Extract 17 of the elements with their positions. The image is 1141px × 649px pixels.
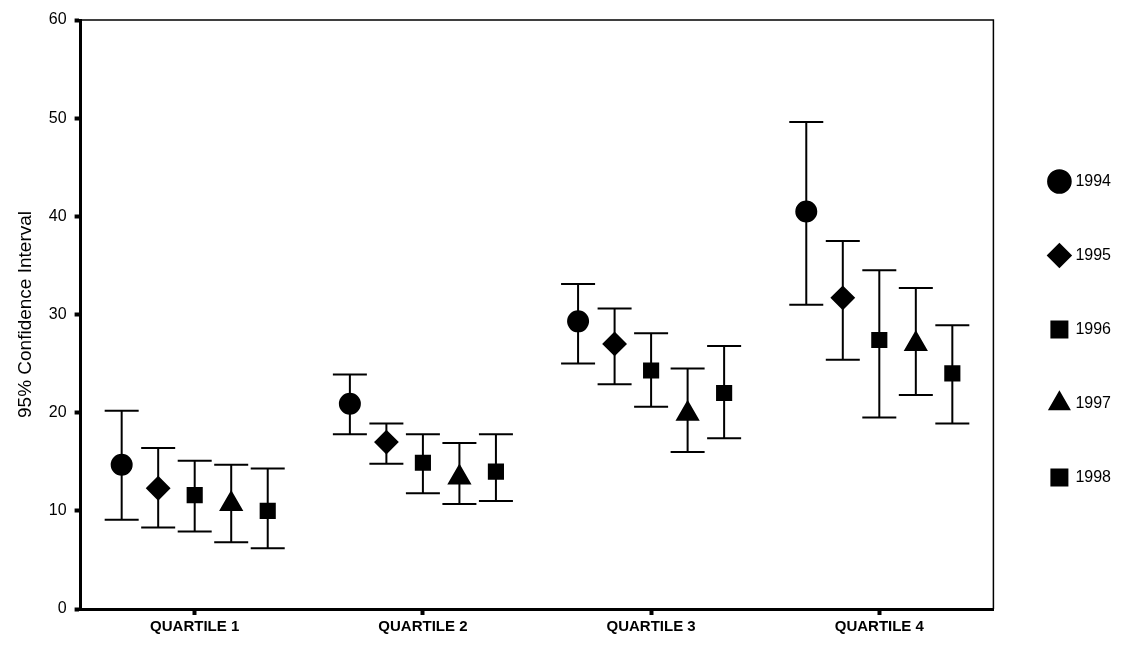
y-axis-title: 95% Confidence Interval — [13, 210, 35, 419]
y-tick-label: 50 — [48, 108, 67, 126]
y-tick-label: 60 — [48, 10, 67, 28]
legend-label: 1996 — [1075, 319, 1112, 337]
y-tick-label: 40 — [48, 206, 67, 224]
y-tick-label: 30 — [48, 304, 67, 322]
y-tick-label: 10 — [48, 501, 67, 519]
legend-label: 1998 — [1075, 467, 1112, 485]
x-tick-label: QUARTILE 2 — [378, 617, 468, 635]
y-tick-label: 20 — [48, 403, 67, 421]
x-tick-label: QUARTILE 1 — [150, 617, 240, 635]
x-tick-label: QUARTILE 4 — [834, 617, 925, 635]
y-tick-label: 0 — [57, 599, 67, 617]
legend-label: 1995 — [1075, 245, 1112, 263]
x-tick-label: QUARTILE 3 — [606, 617, 696, 635]
legend-label: 1994 — [1075, 171, 1112, 189]
legend-label: 1997 — [1075, 393, 1112, 411]
